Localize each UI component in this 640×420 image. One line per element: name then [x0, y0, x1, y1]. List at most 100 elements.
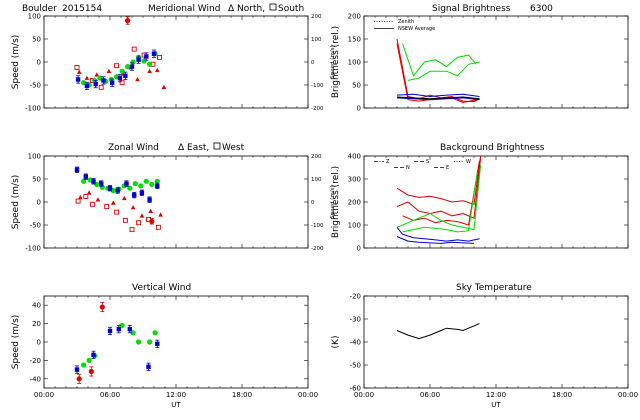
plot-frame	[363, 295, 629, 389]
data-point	[135, 76, 140, 82]
y-axis-label: Speed (m/s)	[11, 315, 21, 370]
y2-tick-label: 0	[311, 200, 315, 206]
plot-frame	[43, 155, 309, 249]
data-point	[98, 84, 104, 90]
data-point	[125, 18, 131, 24]
data-point	[139, 213, 145, 218]
data-point	[83, 194, 89, 199]
y2-axis-label: Speed (m/s)	[330, 185, 336, 218]
y-tick-label: -60	[350, 385, 361, 393]
data-point	[88, 368, 94, 375]
site-name: Boulder	[22, 4, 57, 14]
y-axis-label: Speed (m/s)	[11, 35, 21, 90]
data-point	[76, 69, 82, 74]
data-point	[161, 84, 167, 90]
y-tick-label: 0	[357, 105, 361, 113]
y-tick-label: 100	[28, 13, 41, 21]
data-point	[152, 330, 158, 336]
data-point	[139, 190, 145, 195]
y2-tick-label: 200	[311, 154, 322, 160]
legend-label: Zenith	[398, 19, 414, 25]
series-line	[396, 43, 477, 104]
date-code: 2015154	[62, 4, 102, 14]
data-point	[124, 181, 129, 186]
x-tick-label: 00:00	[298, 391, 318, 399]
y-tick-label: 150	[348, 36, 361, 44]
series-line	[396, 323, 480, 340]
data-point	[132, 181, 138, 187]
data-layer	[74, 166, 163, 233]
data-point	[130, 59, 136, 65]
data-point	[83, 174, 88, 179]
data-point	[89, 201, 95, 207]
data-point	[74, 167, 80, 172]
data-point	[130, 205, 136, 210]
y-tick-label: 20	[32, 320, 41, 328]
data-point	[147, 68, 152, 73]
data-point	[144, 54, 149, 59]
data-point	[136, 339, 142, 345]
square-marker-icon	[213, 142, 221, 150]
y-axis-label: Brightness (rel.)	[331, 166, 341, 238]
background-title: Background Brightness	[440, 143, 545, 153]
y2-tick-label: 200	[311, 14, 322, 20]
data-layer	[396, 38, 480, 104]
data-point	[116, 326, 121, 332]
data-point	[138, 183, 144, 189]
sky-title: Sky Temperature	[456, 283, 532, 293]
data-point	[143, 178, 149, 184]
y-tick-label: 0	[37, 199, 41, 207]
zonal-title: Zonal Wind	[108, 143, 159, 153]
x-tick-label: 18:00	[232, 391, 252, 399]
data-point	[91, 179, 96, 184]
y-tick-label: -100	[25, 105, 41, 113]
y2-tick-label: -100	[311, 223, 324, 229]
meridional-title: Meridional Wind	[148, 4, 220, 14]
data-point	[74, 65, 80, 70]
zonal-legend-east: Δ East,	[178, 143, 209, 153]
series-line	[402, 172, 478, 233]
signal-wavelength: 6300	[530, 4, 553, 14]
y2-tick-label: 100	[311, 37, 322, 43]
data-point	[99, 181, 104, 186]
sky-temperature-chart: 00:00 06:00 12:00 18:00 00:00-60-50-40-30-20…	[331, 293, 638, 410]
data-point	[74, 367, 80, 372]
data-point	[114, 63, 120, 69]
data-point	[157, 54, 162, 60]
data-point	[158, 212, 163, 217]
y2-tick-label: 100	[311, 177, 322, 183]
data-point	[104, 204, 110, 210]
series-line	[396, 165, 482, 231]
data-point	[101, 78, 106, 83]
data-point	[151, 51, 157, 56]
y-tick-label: 300	[348, 176, 361, 184]
plot-frame	[43, 15, 309, 109]
y-tick-label: -40	[30, 375, 41, 383]
y-tick-label: 0	[37, 59, 41, 67]
data-point	[155, 183, 160, 189]
y-tick-label: -30	[350, 316, 361, 324]
data-point	[94, 72, 100, 77]
data-point	[86, 190, 92, 195]
data-layer	[396, 156, 482, 244]
y-axis-label: Brightness (rel.)	[331, 26, 341, 98]
series-line	[407, 61, 480, 81]
data-point	[149, 218, 155, 224]
series-line	[396, 93, 480, 98]
y-tick-label: 100	[348, 59, 361, 67]
data-point	[117, 75, 123, 81]
data-point	[130, 330, 136, 336]
y2-tick-label: -100	[311, 83, 324, 89]
y-tick-label: -20	[350, 293, 361, 301]
y-tick-label: 200	[348, 13, 361, 21]
data-point	[127, 326, 132, 332]
y-tick-label: 0	[37, 339, 41, 347]
y-tick-label: 100	[348, 222, 361, 230]
data-point	[84, 83, 90, 89]
square-marker-icon	[269, 3, 277, 11]
x-tick-label: 12:00	[166, 391, 186, 399]
y-tick-label: 50	[32, 36, 41, 44]
x-tick-label: 00:00	[618, 391, 638, 399]
series-line	[402, 43, 477, 77]
